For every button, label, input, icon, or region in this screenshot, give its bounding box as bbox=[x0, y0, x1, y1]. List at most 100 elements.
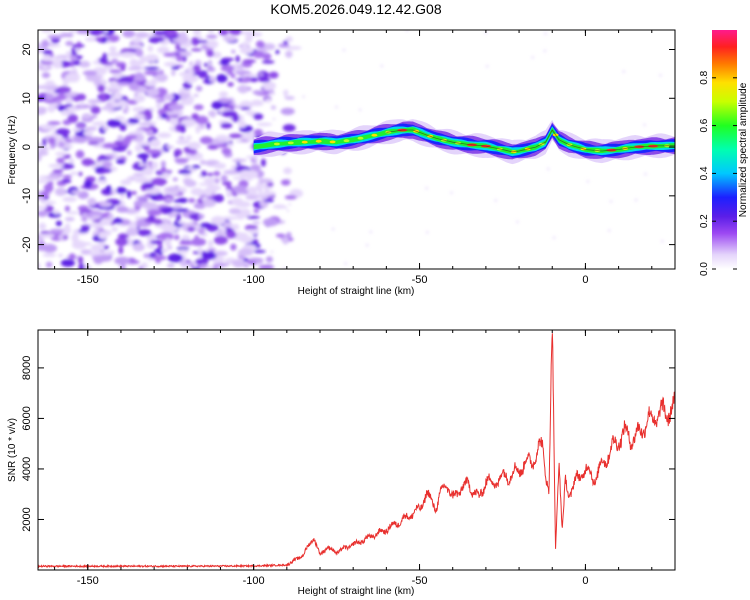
noise-cell bbox=[38, 262, 41, 269]
noise-cell bbox=[177, 249, 189, 254]
noise-cell bbox=[261, 60, 275, 64]
noise-cell bbox=[152, 128, 158, 134]
noise-dot bbox=[342, 48, 346, 52]
noise-cell bbox=[143, 253, 150, 258]
snr-ytick-label: 8000 bbox=[21, 356, 33, 380]
noise-cell bbox=[144, 66, 160, 70]
noise-cell bbox=[188, 141, 201, 150]
noise-cell bbox=[116, 186, 127, 194]
noise-cell bbox=[280, 107, 295, 116]
signal-core bbox=[386, 129, 675, 153]
noise-cell bbox=[54, 187, 67, 196]
noise-cell bbox=[133, 175, 149, 183]
snr-xtick-label: -100 bbox=[243, 575, 265, 587]
noise-cell bbox=[41, 39, 50, 48]
noise-cell bbox=[98, 231, 108, 240]
noise-cell bbox=[100, 136, 105, 144]
noise-cell bbox=[152, 255, 167, 261]
noise-dot bbox=[494, 199, 497, 202]
noise-cell bbox=[42, 138, 47, 147]
noise-cell bbox=[129, 58, 138, 68]
noise-cell bbox=[114, 116, 125, 121]
noise-dot bbox=[622, 70, 625, 73]
noise-cell bbox=[143, 70, 160, 76]
noise-dot bbox=[335, 105, 338, 109]
noise-cell bbox=[191, 113, 199, 121]
noise-cell bbox=[158, 47, 164, 52]
noise-cell bbox=[38, 179, 50, 184]
noise-cell bbox=[157, 132, 172, 139]
noise-cell bbox=[107, 88, 119, 93]
noise-cell bbox=[81, 113, 92, 120]
noise-cell bbox=[99, 168, 112, 173]
noise-cell bbox=[133, 94, 146, 103]
noise-dot bbox=[286, 209, 290, 213]
noise-cell bbox=[62, 134, 70, 139]
noise-cell bbox=[150, 240, 164, 245]
noise-cell bbox=[98, 56, 109, 64]
noise-cell bbox=[125, 134, 138, 140]
noise-cell bbox=[285, 50, 293, 58]
noise-cell bbox=[226, 231, 237, 239]
noise-cell bbox=[111, 226, 118, 232]
noise-cell bbox=[245, 34, 253, 44]
noise-cell bbox=[206, 122, 211, 130]
noise-cell bbox=[258, 264, 275, 269]
noise-cell bbox=[174, 151, 179, 158]
noise-cell bbox=[214, 232, 227, 236]
noise-cell bbox=[78, 60, 91, 68]
spec-ytick-label: 10 bbox=[21, 92, 33, 104]
colorbar-tick-label: 0.0 bbox=[699, 262, 710, 276]
noise-cell bbox=[128, 82, 140, 91]
noise-cell bbox=[43, 183, 54, 193]
hotspot bbox=[273, 142, 280, 146]
noise-dot bbox=[366, 244, 369, 247]
noise-cell bbox=[220, 65, 235, 72]
noise-cell bbox=[218, 91, 229, 98]
noise-cell bbox=[151, 161, 159, 170]
noise-cell bbox=[91, 214, 101, 220]
noise-cell bbox=[207, 144, 219, 150]
noise-cell bbox=[97, 84, 106, 93]
noise-cell bbox=[178, 71, 195, 77]
noise-dot bbox=[531, 56, 534, 59]
noise-cell bbox=[283, 40, 288, 45]
noise-cell bbox=[198, 214, 205, 219]
noise-cell bbox=[270, 105, 276, 110]
noise-cell bbox=[184, 179, 197, 188]
noise-cell bbox=[64, 91, 80, 97]
noise-cell bbox=[105, 185, 112, 194]
noise-cell bbox=[81, 216, 87, 222]
noise-cell bbox=[119, 123, 127, 132]
noise-dot bbox=[659, 74, 662, 77]
noise-cell bbox=[246, 225, 258, 230]
noise-cell bbox=[171, 69, 176, 77]
noise-cell bbox=[248, 257, 264, 263]
noise-cell bbox=[286, 46, 302, 50]
colorbar-tick-label: 0.4 bbox=[699, 166, 710, 180]
noise-cell bbox=[253, 208, 260, 214]
noise-cell bbox=[147, 209, 162, 217]
noise-cell bbox=[134, 144, 143, 153]
noise-cell bbox=[227, 71, 234, 75]
noise-cell bbox=[56, 157, 65, 164]
noise-dot bbox=[643, 123, 646, 127]
noise-cell bbox=[64, 217, 75, 222]
noise-cell bbox=[239, 47, 254, 54]
noise-cell bbox=[160, 160, 166, 168]
noise-cell bbox=[161, 207, 176, 212]
noise-cell bbox=[106, 119, 122, 128]
noise-cell bbox=[155, 102, 162, 109]
noise-cell bbox=[164, 238, 172, 247]
noise-cell bbox=[133, 66, 142, 71]
hotspot bbox=[343, 139, 350, 143]
noise-cell bbox=[42, 243, 58, 253]
noise-cell bbox=[238, 248, 254, 257]
noise-dot bbox=[284, 94, 287, 98]
noise-cell bbox=[174, 234, 180, 241]
noise-cell bbox=[230, 243, 237, 251]
noise-cell bbox=[155, 98, 166, 103]
noise-cell bbox=[76, 41, 82, 50]
noise-cell bbox=[103, 245, 109, 250]
